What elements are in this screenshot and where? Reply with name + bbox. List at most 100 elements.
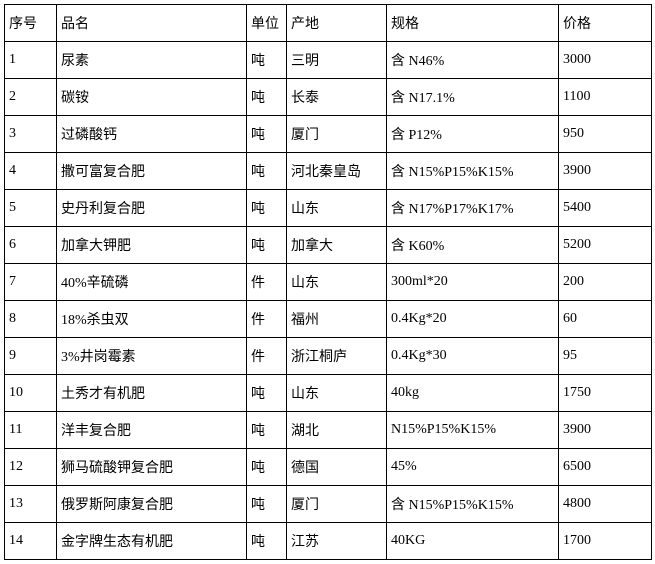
table-row: 13俄罗斯阿康复合肥吨厦门含 N15%P15%K15%4800 — [5, 486, 652, 523]
cell-name: 撒可富复合肥 — [57, 153, 247, 190]
cell-name: 土秀才有机肥 — [57, 375, 247, 412]
table-row: 12狮马硫酸钾复合肥吨德国45%6500 — [5, 449, 652, 486]
cell-seq: 1 — [5, 42, 57, 79]
cell-spec: 300ml*20 — [387, 264, 559, 301]
cell-origin: 三明 — [287, 42, 387, 79]
table-row: 4撒可富复合肥吨河北秦皇岛含 N15%P15%K15%3900 — [5, 153, 652, 190]
cell-seq: 9 — [5, 338, 57, 375]
cell-unit: 吨 — [247, 486, 287, 523]
table-row: 1尿素吨三明含 N46%3000 — [5, 42, 652, 79]
cell-spec: N15%P15%K15% — [387, 412, 559, 449]
cell-spec: 含 N17.1% — [387, 79, 559, 116]
cell-unit: 吨 — [247, 523, 287, 560]
cell-name: 史丹利复合肥 — [57, 190, 247, 227]
cell-name: 18%杀虫双 — [57, 301, 247, 338]
table-row: 93%井岗霉素件浙江桐庐0.4Kg*3095 — [5, 338, 652, 375]
table-row: 3过磷酸钙吨厦门含 P12%950 — [5, 116, 652, 153]
table-body: 1尿素吨三明含 N46%30002碳铵吨长泰含 N17.1%11003过磷酸钙吨… — [5, 42, 652, 560]
cell-unit: 件 — [247, 338, 287, 375]
cell-spec: 0.4Kg*30 — [387, 338, 559, 375]
cell-unit: 吨 — [247, 190, 287, 227]
cell-unit: 吨 — [247, 412, 287, 449]
cell-seq: 2 — [5, 79, 57, 116]
cell-seq: 13 — [5, 486, 57, 523]
header-seq: 序号 — [5, 5, 57, 42]
cell-name: 尿素 — [57, 42, 247, 79]
cell-name: 3%井岗霉素 — [57, 338, 247, 375]
table-row: 5史丹利复合肥吨山东含 N17%P17%K17%5400 — [5, 190, 652, 227]
cell-name: 洋丰复合肥 — [57, 412, 247, 449]
cell-unit: 吨 — [247, 449, 287, 486]
cell-origin: 浙江桐庐 — [287, 338, 387, 375]
cell-price: 6500 — [559, 449, 652, 486]
cell-origin: 加拿大 — [287, 227, 387, 264]
cell-origin: 长泰 — [287, 79, 387, 116]
cell-seq: 4 — [5, 153, 57, 190]
cell-name: 40%辛硫磷 — [57, 264, 247, 301]
cell-name: 狮马硫酸钾复合肥 — [57, 449, 247, 486]
cell-unit: 件 — [247, 264, 287, 301]
cell-spec: 0.4Kg*20 — [387, 301, 559, 338]
cell-spec: 40KG — [387, 523, 559, 560]
table-header-row: 序号 品名 单位 产地 规格 价格 — [5, 5, 652, 42]
cell-unit: 吨 — [247, 42, 287, 79]
product-price-table: 序号 品名 单位 产地 规格 价格 1尿素吨三明含 N46%30002碳铵吨长泰… — [4, 4, 652, 560]
cell-name: 金字牌生态有机肥 — [57, 523, 247, 560]
cell-spec: 45% — [387, 449, 559, 486]
header-name: 品名 — [57, 5, 247, 42]
cell-price: 5200 — [559, 227, 652, 264]
cell-seq: 10 — [5, 375, 57, 412]
cell-origin: 山东 — [287, 190, 387, 227]
cell-price: 1100 — [559, 79, 652, 116]
cell-spec: 含 N15%P15%K15% — [387, 153, 559, 190]
table-row: 14金字牌生态有机肥吨江苏40KG1700 — [5, 523, 652, 560]
cell-origin: 山东 — [287, 264, 387, 301]
cell-seq: 5 — [5, 190, 57, 227]
cell-seq: 11 — [5, 412, 57, 449]
cell-origin: 福州 — [287, 301, 387, 338]
cell-seq: 8 — [5, 301, 57, 338]
cell-price: 5400 — [559, 190, 652, 227]
cell-seq: 3 — [5, 116, 57, 153]
cell-origin: 厦门 — [287, 116, 387, 153]
cell-name: 俄罗斯阿康复合肥 — [57, 486, 247, 523]
cell-price: 3000 — [559, 42, 652, 79]
cell-unit: 吨 — [247, 116, 287, 153]
cell-seq: 6 — [5, 227, 57, 264]
cell-seq: 7 — [5, 264, 57, 301]
table-row: 818%杀虫双件福州0.4Kg*2060 — [5, 301, 652, 338]
header-price: 价格 — [559, 5, 652, 42]
cell-price: 200 — [559, 264, 652, 301]
cell-spec: 含 K60% — [387, 227, 559, 264]
table-row: 2碳铵吨长泰含 N17.1%1100 — [5, 79, 652, 116]
cell-origin: 江苏 — [287, 523, 387, 560]
cell-spec: 含 P12% — [387, 116, 559, 153]
cell-spec: 含 N17%P17%K17% — [387, 190, 559, 227]
table-row: 740%辛硫磷件山东300ml*20200 — [5, 264, 652, 301]
cell-name: 加拿大钾肥 — [57, 227, 247, 264]
cell-unit: 吨 — [247, 227, 287, 264]
cell-spec: 40kg — [387, 375, 559, 412]
cell-price: 3900 — [559, 153, 652, 190]
cell-spec: 含 N46% — [387, 42, 559, 79]
table-row: 10土秀才有机肥吨山东40kg1750 — [5, 375, 652, 412]
cell-origin: 河北秦皇岛 — [287, 153, 387, 190]
cell-origin: 山东 — [287, 375, 387, 412]
cell-spec: 含 N15%P15%K15% — [387, 486, 559, 523]
cell-origin: 湖北 — [287, 412, 387, 449]
cell-seq: 12 — [5, 449, 57, 486]
cell-price: 60 — [559, 301, 652, 338]
cell-unit: 吨 — [247, 375, 287, 412]
table-row: 6加拿大钾肥吨加拿大含 K60%5200 — [5, 227, 652, 264]
cell-unit: 件 — [247, 301, 287, 338]
cell-price: 3900 — [559, 412, 652, 449]
cell-price: 1700 — [559, 523, 652, 560]
cell-name: 过磷酸钙 — [57, 116, 247, 153]
cell-price: 4800 — [559, 486, 652, 523]
header-spec: 规格 — [387, 5, 559, 42]
cell-unit: 吨 — [247, 79, 287, 116]
cell-name: 碳铵 — [57, 79, 247, 116]
cell-price: 95 — [559, 338, 652, 375]
cell-unit: 吨 — [247, 153, 287, 190]
cell-price: 1750 — [559, 375, 652, 412]
